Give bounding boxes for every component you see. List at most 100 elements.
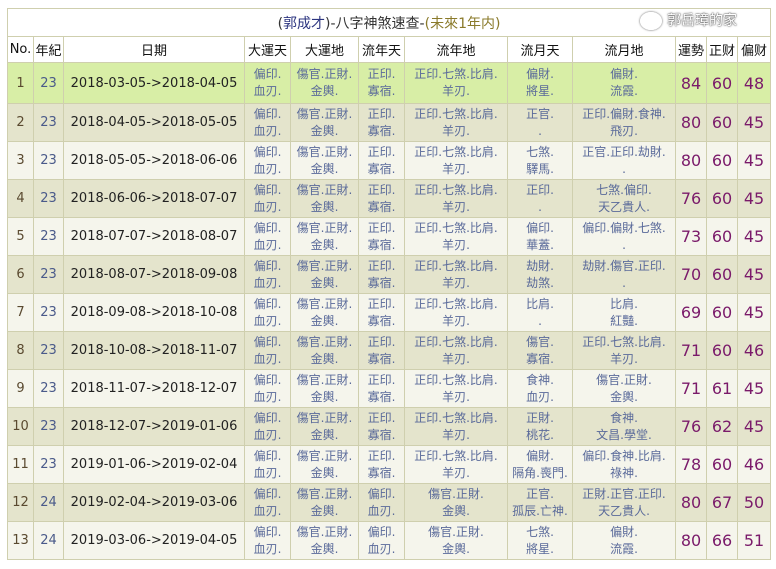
yunshi-score: 80 <box>675 141 707 180</box>
liuyue-tian-line: 劫財. <box>526 258 554 273</box>
liuyue-di-line: 偏財. <box>610 67 638 81</box>
liunian-di-line: 羊刃. <box>442 389 470 404</box>
liuyue-di-line: 流霞. <box>610 84 638 98</box>
dayun-tian-line: 血刃. <box>253 465 282 480</box>
zhengcai-score: 61 <box>706 369 738 408</box>
liunian-di: 正印.七煞.比肩. 羊刃. <box>404 255 508 294</box>
row-number: 1 <box>7 62 34 104</box>
liunian-di-line: 金輿. <box>442 503 470 518</box>
row-number: 12 <box>7 483 34 522</box>
piancai-score: 45 <box>736 103 772 142</box>
dayun-tian: 偏印. 血刃. <box>244 293 291 332</box>
yunshi-score: 71 <box>675 331 707 370</box>
table-row: 8 23 2018-10-08->2018-11-07 偏印. 血刃. 傷官.正財. 金輿.… <box>7 331 772 370</box>
liunian-tian-line: 正印. <box>367 448 396 463</box>
liuyue-di: 正印.偏財.食神. 飛刃. <box>572 103 676 142</box>
liuyue-di-line: 金輿. <box>610 389 638 404</box>
liunian-tian: 正印. 寡宿. <box>358 407 405 446</box>
liunian-di-line: 羊刃. <box>442 275 470 290</box>
dayun-di-line: 傷官.正財. <box>296 524 353 539</box>
title-range: (未來1年内) <box>424 15 501 32</box>
liuyue-tian-line: . <box>538 199 542 214</box>
dayun-di: 傷官.正財. 金輿. <box>290 217 359 256</box>
column-header: 年紀 <box>33 36 64 63</box>
age-cell: 23 <box>33 445 64 484</box>
liunian-di-line: 羊刃. <box>442 123 470 138</box>
liunian-di: 傷官.正財. 金輿. <box>404 521 508 560</box>
dayun-di-line: 金輿. <box>310 84 339 98</box>
dayun-tian-line: 血刃. <box>253 427 282 442</box>
dayun-di: 傷官.正財. 金輿. <box>290 445 359 484</box>
dayun-di-line: 金輿. <box>310 427 339 442</box>
dayun-tian-line: 偏印. <box>253 448 282 463</box>
liuyue-di: 正印.七煞.比肩. 羊刃. <box>572 331 676 370</box>
dayun-tian-line: 偏印. <box>253 106 282 121</box>
liuyue-di-line: 天乙貴人. <box>598 503 650 518</box>
dayun-di-line: 傷官.正財. <box>296 486 353 501</box>
liunian-tian-line: 正印. <box>367 410 396 425</box>
dayun-di: 傷官.正財. 金輿. <box>290 293 359 332</box>
liuyue-di-line: 偏印.偏財.七煞. <box>582 220 666 235</box>
liunian-tian: 正印. 寡宿. <box>358 179 405 218</box>
age-cell: 23 <box>33 179 64 218</box>
date-range: 2018-03-05->2018-04-05 <box>63 62 245 104</box>
dayun-di: 傷官.正財. 金輿. <box>290 407 359 446</box>
liuyue-tian-line: 正官. <box>526 486 554 501</box>
dayun-di-line: 傷官.正財. <box>296 258 353 273</box>
date-range: 2018-08-07->2018-09-08 <box>63 255 245 294</box>
liunian-tian: 正印. 寡宿. <box>358 103 405 142</box>
liuyue-di-line: 正財.正官.正印. <box>582 486 666 501</box>
dayun-tian-line: 偏印. <box>253 410 282 425</box>
piancai-score: 48 <box>736 62 772 104</box>
liuyue-tian-line: 劫煞. <box>526 275 554 290</box>
liuyue-di: 偏印.偏財.七煞.. <box>572 217 676 256</box>
piancai-score: 51 <box>736 521 772 560</box>
liuyue-di: 正官.正印.劫財.. <box>572 141 676 180</box>
liuyue-tian-line: 將星. <box>526 84 554 98</box>
liuyue-tian-line: 比肩. <box>526 296 554 311</box>
yunshi-score: 69 <box>675 293 707 332</box>
liuyue-di-line: 偏印.食神.比肩. <box>582 448 666 463</box>
row-number: 4 <box>7 179 34 218</box>
column-header: No. <box>7 36 34 63</box>
liuyue-di: 傷官.正財. 金輿. <box>572 369 676 408</box>
dayun-di-line: 金輿. <box>310 275 339 290</box>
liunian-tian-line: 寡宿. <box>367 161 396 176</box>
dayun-di-line: 金輿. <box>310 313 339 328</box>
row-number: 11 <box>7 445 34 484</box>
dayun-di: 傷官.正財. 金輿. <box>290 255 359 294</box>
liunian-tian-line: 寡宿. <box>367 199 396 214</box>
age-cell: 24 <box>33 521 64 560</box>
row-number: 3 <box>7 141 34 180</box>
column-header: 流年地 <box>404 36 508 63</box>
dayun-tian-line: 血刃. <box>253 123 282 138</box>
row-number: 9 <box>7 369 34 408</box>
table-row: 3 23 2018-05-05->2018-06-06 偏印. 血刃. 傷官.正財. 金輿.… <box>7 141 772 180</box>
yunshi-score: 78 <box>675 445 707 484</box>
dayun-di-line: 傷官.正財. <box>296 182 353 197</box>
column-header: 流月地 <box>572 36 676 63</box>
liunian-di: 正印.七煞.比肩. 羊刃. <box>404 217 508 256</box>
age-cell: 23 <box>33 331 64 370</box>
date-range: 2018-12-07->2019-01-06 <box>63 407 245 446</box>
liunian-tian-line: 正印. <box>367 144 396 159</box>
date-range: 2018-11-07->2018-12-07 <box>63 369 245 408</box>
piancai-score: 46 <box>736 445 772 484</box>
yunshi-score: 73 <box>675 217 707 256</box>
liunian-di: 正印.七煞.比肩. 羊刃. <box>404 293 508 332</box>
liunian-tian-line: 寡宿. <box>367 84 396 98</box>
piancai-score: 45 <box>736 293 772 332</box>
yunshi-score: 70 <box>675 255 707 294</box>
table-row: 12 24 2019-02-04->2019-03-06 偏印. 血刃. 傷官.正財. 金輿… <box>7 483 772 522</box>
liunian-tian: 正印. 寡宿. <box>358 369 405 408</box>
liunian-tian-line: 正印. <box>367 182 396 197</box>
dayun-tian-line: 血刃. <box>253 275 282 290</box>
column-header: 大運地 <box>290 36 359 63</box>
dayun-tian: 偏印. 血刃. <box>244 141 291 180</box>
table-row: 5 23 2018-07-07->2018-08-07 偏印. 血刃. 傷官.正財. 金輿.… <box>7 217 772 256</box>
liuyue-di-line: 七煞.偏印. <box>596 182 652 197</box>
watermark-text: 郭岳璋的家 <box>667 13 737 29</box>
liunian-tian: 正印. 寡宿. <box>358 141 405 180</box>
yunshi-score: 80 <box>675 483 707 522</box>
dayun-di: 傷官.正財. 金輿. <box>290 369 359 408</box>
